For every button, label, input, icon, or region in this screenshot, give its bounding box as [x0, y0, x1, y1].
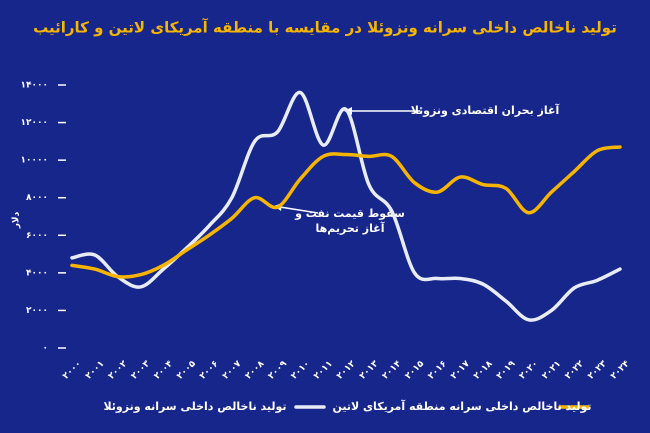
annotation: آغاز تحریم‌ها: [316, 221, 385, 235]
y-tick-label: ۶۰۰۰: [26, 231, 48, 241]
y-tick-label: ۱۰۰۰۰: [21, 156, 48, 166]
series-line: [70, 90, 622, 322]
legend-label: تولید ناخالص داخلی سرانه منطقه آمریکای ل…: [332, 399, 591, 413]
annotation: سقوط قیمت نفت و: [294, 207, 405, 220]
legend-label: تولید ناخالص داخلی سرانه ونزوئلا: [103, 400, 286, 413]
series-line: [70, 145, 622, 279]
y-tick-label: ۱۴۰۰۰: [21, 81, 48, 91]
y-tick-label: ۲۰۰۰: [26, 306, 48, 316]
y-tick-label: ۰: [43, 344, 49, 354]
annotation-arrow: [279, 206, 319, 214]
y-tick-label: ۸۰۰۰: [26, 193, 48, 203]
y-tick-label: ۱۲۰۰۰: [21, 118, 48, 128]
y-tick-label: ۴۰۰۰: [26, 268, 48, 278]
chart-title: تولید ناخالص داخلی سرانه ونزوئلا در مقای…: [33, 19, 617, 37]
y-axis-label: دلار: [12, 211, 22, 229]
annotation: آغاز بحران اقتصادی ونزوئلا: [411, 103, 560, 117]
